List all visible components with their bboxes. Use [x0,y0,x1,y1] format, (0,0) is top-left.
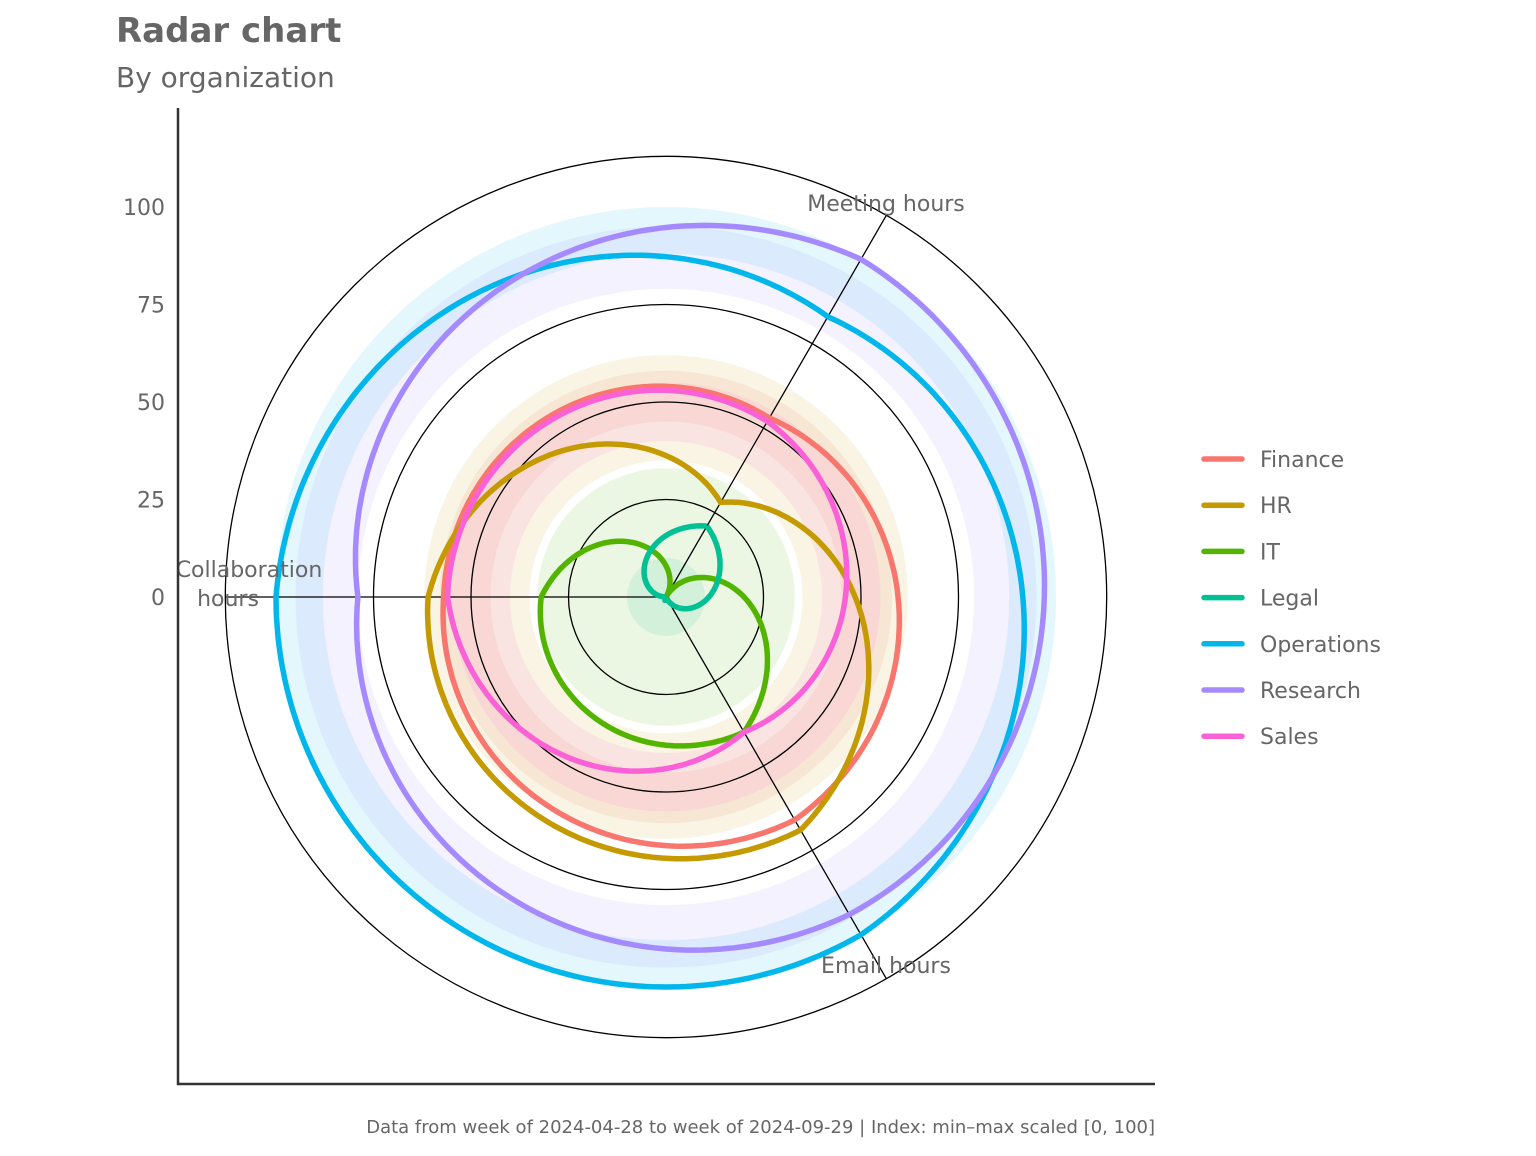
legend-label: Operations [1260,633,1381,658]
legend-item-finance: Finance [1201,448,1344,473]
series-line-legal [641,523,723,612]
chart-subtitle: By organization [116,61,335,94]
legend-item-it: IT [1201,540,1280,565]
axis-label-email: Email hours [821,954,951,979]
y-tick-label: 0 [151,586,165,611]
series-line-research [352,222,1048,953]
series-line-hr [424,441,872,862]
y-tick-label: 50 [137,391,165,416]
series-line-operations [273,252,1027,990]
band-hr [424,355,908,839]
legend-label: Sales [1260,725,1319,750]
y-tick-labels: 0 25 50 75 100 [123,196,165,611]
axis-label-meeting: Meeting hours [807,192,965,217]
series-line-sales [444,387,850,774]
y-tick-label: 100 [123,196,165,221]
series-line-finance [440,383,903,849]
legend-label: IT [1260,540,1280,565]
series-line-it [537,538,771,749]
legend-label: HR [1260,494,1292,519]
grid-circle-outer [224,155,1108,1039]
legend-item-hr: HR [1201,494,1292,519]
legend-item-legal: Legal [1201,587,1319,612]
legend-item-research: Research [1201,679,1361,704]
y-tick-label: 25 [137,489,165,514]
axis-labels: Meeting hours Collaboration hours Email hou… [176,192,965,979]
chart-caption: Data from week of 2024-04-28 to week of … [366,1117,1155,1138]
legend-label: Legal [1260,587,1319,612]
series-layer [273,222,1048,990]
legend: Finance HR IT Legal Operations Research Sales [1201,448,1381,750]
axis-spoke-0 [665,215,887,598]
legend-item-sales: Sales [1201,725,1319,750]
legend-item-operations: Operations [1201,633,1381,658]
legend-label: Finance [1260,448,1344,473]
legend-label: Research [1260,679,1361,704]
axis-label-collaboration: Collaboration hours [176,558,323,612]
y-tick-label: 75 [137,294,165,319]
chart-title: Radar chart [116,11,341,51]
